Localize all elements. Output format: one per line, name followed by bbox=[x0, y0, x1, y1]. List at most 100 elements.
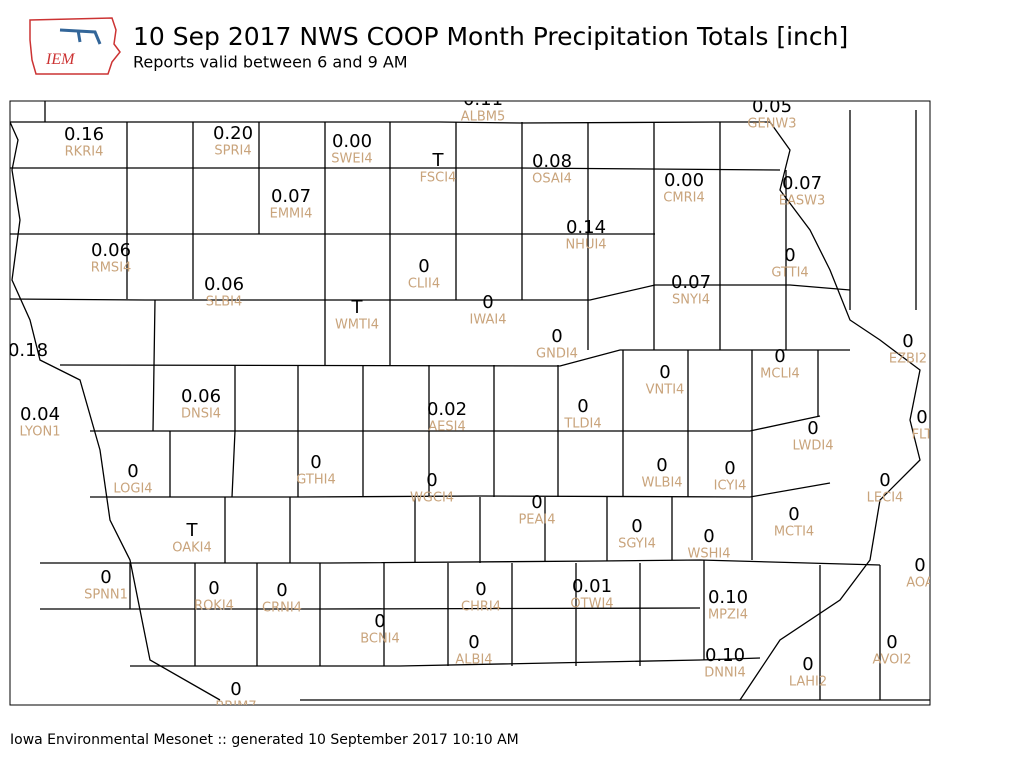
logo: IEM bbox=[29, 17, 121, 75]
station-value: 0 bbox=[914, 555, 925, 576]
station-id: GENW3 bbox=[747, 117, 796, 132]
station-id: BRIM7 bbox=[215, 700, 256, 715]
station-id: LAHI2 bbox=[789, 675, 827, 690]
station-id: AESI4 bbox=[428, 420, 465, 435]
station-value: 0 bbox=[879, 470, 890, 491]
station-id: CLII4 bbox=[408, 277, 440, 292]
station-value: 0.10 bbox=[708, 587, 748, 608]
station-value: 0.08 bbox=[532, 151, 572, 172]
station-value: 0 bbox=[551, 326, 562, 347]
station-value: 0 bbox=[418, 256, 429, 277]
station-value: 0 bbox=[724, 458, 735, 479]
station-value: 0.10 bbox=[705, 645, 745, 666]
logo-text: IEM bbox=[45, 51, 76, 68]
station-id: SNYI4 bbox=[672, 293, 710, 308]
station-id: OSAI4 bbox=[532, 172, 572, 187]
station-value: 0 bbox=[659, 362, 670, 383]
station-value: 0.04 bbox=[20, 404, 60, 425]
subtitle: Reports valid between 6 and 9 AM bbox=[133, 53, 408, 72]
station-value: 0.02 bbox=[427, 399, 467, 420]
station-value: 0 bbox=[577, 396, 588, 417]
station-id: OTWI4 bbox=[570, 597, 613, 612]
station-id: SGYI4 bbox=[618, 537, 656, 552]
station-value: 0 bbox=[310, 452, 321, 473]
station-value: T bbox=[186, 520, 199, 541]
station-id: EASW3 bbox=[779, 194, 825, 209]
station-id: MCTI4 bbox=[774, 525, 814, 540]
station-id: SPRI4 bbox=[214, 144, 251, 159]
station-id: EMMI4 bbox=[270, 207, 313, 222]
station-value: 0.06 bbox=[181, 386, 221, 407]
station-value: 0.11 bbox=[463, 89, 503, 110]
station-id: TLDI4 bbox=[563, 417, 601, 432]
station-value: 0 bbox=[916, 407, 927, 428]
station-value: T bbox=[351, 297, 364, 318]
station-id: ICYI4 bbox=[714, 479, 747, 494]
station-id: EZBI2 bbox=[889, 352, 927, 367]
station-id: DNNI4 bbox=[704, 666, 746, 681]
station-id: WLBI4 bbox=[641, 476, 682, 491]
station-value: 0 bbox=[230, 679, 241, 700]
station-id: BCNI4 bbox=[360, 632, 400, 647]
station-value: 0 bbox=[426, 470, 437, 491]
county-lines bbox=[10, 101, 930, 701]
station-id: PEAI4 bbox=[518, 513, 555, 528]
title: 10 Sep 2017 NWS COOP Month Precipitation… bbox=[133, 22, 848, 51]
station-value: 0 bbox=[531, 492, 542, 513]
station-id: CRNI4 bbox=[262, 601, 302, 616]
station-value: 0.00 bbox=[664, 170, 704, 191]
station-id: LECI4 bbox=[867, 491, 904, 506]
station-value: 0.07 bbox=[271, 186, 311, 207]
station-value: 0 bbox=[886, 632, 897, 653]
station-id: AVOI2 bbox=[872, 653, 911, 668]
station-value: T bbox=[432, 150, 445, 171]
station-id: GNDI4 bbox=[536, 347, 578, 362]
station-id: ALBM5 bbox=[461, 110, 506, 125]
station-id: NHUI4 bbox=[565, 238, 606, 253]
station-id: LWDI4 bbox=[792, 439, 833, 454]
station-value: 0 bbox=[774, 346, 785, 367]
station-value: 0.06 bbox=[204, 274, 244, 295]
station-id: SLBI4 bbox=[206, 295, 243, 310]
station-value: 0.07 bbox=[782, 173, 822, 194]
station-id: GTTI4 bbox=[771, 266, 808, 281]
station-value: 0 bbox=[208, 578, 219, 599]
station-value: 0.16 bbox=[64, 124, 104, 145]
station-value: 0 bbox=[100, 567, 111, 588]
station-value: 0 bbox=[374, 611, 385, 632]
station-id: RKRI4 bbox=[65, 145, 104, 160]
station-value: 0.01 bbox=[572, 576, 612, 597]
station-value: 0 bbox=[784, 245, 795, 266]
station-id: FSCI4 bbox=[420, 171, 457, 186]
station-id: WMTI4 bbox=[335, 318, 379, 333]
station-value: 0.18 bbox=[8, 340, 48, 361]
station-value: 0 bbox=[656, 455, 667, 476]
station-id: LOGI4 bbox=[113, 482, 152, 497]
station-value: 0 bbox=[902, 331, 913, 352]
station-id: ROKI4 bbox=[194, 599, 234, 614]
station-value: 0 bbox=[127, 461, 138, 482]
footer: Iowa Environmental Mesonet :: generated … bbox=[10, 732, 519, 748]
station-id: ALBI4 bbox=[455, 653, 492, 668]
station-value: 0 bbox=[482, 292, 493, 313]
station-id: DNSI4 bbox=[181, 407, 221, 422]
station-id: WGCI4 bbox=[410, 491, 454, 506]
station-id: CHRI4 bbox=[461, 600, 501, 615]
station-value: 0 bbox=[788, 504, 799, 525]
station-id: MPZI4 bbox=[708, 608, 748, 623]
station-value: 0.14 bbox=[566, 217, 606, 238]
station-id: CMRI4 bbox=[663, 191, 704, 206]
station-value: 0 bbox=[475, 579, 486, 600]
station-value: 0.20 bbox=[213, 123, 253, 144]
station-id: SWEI4 bbox=[331, 152, 372, 167]
station-value: 0 bbox=[807, 418, 818, 439]
station-value: 0.05 bbox=[752, 96, 792, 117]
station-id: WSHI4 bbox=[688, 547, 731, 562]
station-id: SPNN1 bbox=[84, 588, 128, 603]
station-id: FLT bbox=[912, 428, 933, 443]
station-value: 0.00 bbox=[332, 131, 372, 152]
station-id: RMSI4 bbox=[91, 261, 132, 276]
station-value: 0.06 bbox=[91, 240, 131, 261]
